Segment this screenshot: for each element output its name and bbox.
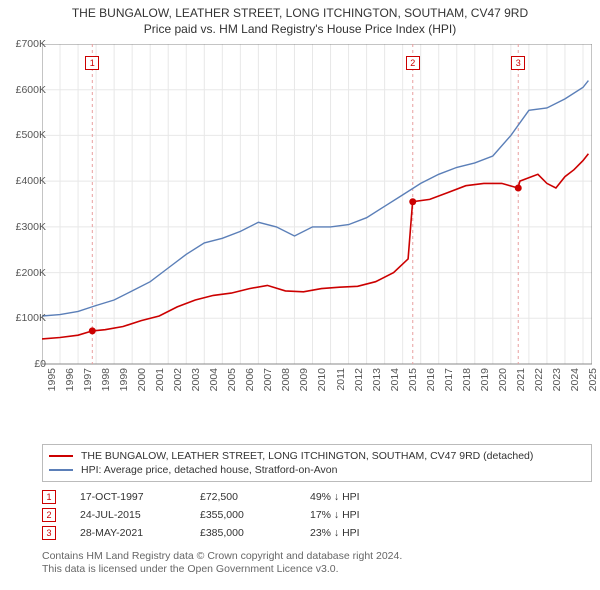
x-tick-label: 2006 [244,368,256,391]
y-tick-label: £700K [6,38,46,50]
x-tick-label: 2014 [389,368,401,391]
y-tick-label: £0 [6,358,46,370]
y-tick-label: £200K [6,267,46,279]
sales-price: £355,000 [200,509,310,521]
x-tick-label: 2015 [407,368,419,391]
sale-marker-box: 2 [406,56,420,70]
x-tick-label: 1996 [64,368,76,391]
x-tick-label: 2018 [461,368,473,391]
legend-label: HPI: Average price, detached house, Stra… [81,464,337,476]
x-tick-label: 2013 [371,368,383,391]
x-tick-label: 2021 [515,368,527,391]
sales-row: 3 28-MAY-2021£385,00023% ↓ HPI [42,524,592,542]
x-tick-label: 2011 [335,368,347,391]
footer: Contains HM Land Registry data © Crown c… [42,550,592,576]
legend-row: THE BUNGALOW, LEATHER STREET, LONG ITCHI… [49,449,585,463]
y-tick-label: £100K [6,312,46,324]
legend: THE BUNGALOW, LEATHER STREET, LONG ITCHI… [42,444,592,482]
y-tick-label: £600K [6,84,46,96]
x-tick-label: 2007 [262,368,274,391]
x-tick-label: 2008 [280,368,292,391]
x-tick-label: 2024 [569,368,581,391]
x-tick-label: 2003 [190,368,202,391]
x-tick-label: 2017 [443,368,455,391]
sales-row: 2 24-JUL-2015£355,00017% ↓ HPI [42,506,592,524]
legend-swatch [49,455,73,457]
x-tick-label: 1997 [82,368,94,391]
sales-marker-icon: 2 [42,508,56,522]
x-tick-label: 1998 [100,368,112,391]
x-tick-label: 2022 [533,368,545,391]
legend-row: HPI: Average price, detached house, Stra… [49,463,585,477]
x-tick-label: 2020 [497,368,509,391]
sales-date: 17-OCT-1997 [80,491,200,503]
sales-date: 28-MAY-2021 [80,527,200,539]
title-line2: Price paid vs. HM Land Registry's House … [10,22,590,36]
sales-row: 1 17-OCT-1997£72,50049% ↓ HPI [42,488,592,506]
x-tick-label: 2010 [316,368,328,391]
sales-price: £385,000 [200,527,310,539]
x-tick-label: 2019 [479,368,491,391]
x-tick-label: 2001 [154,368,166,391]
sales-diff: 17% ↓ HPI [310,509,410,521]
x-tick-label: 2000 [136,368,148,391]
title-block: THE BUNGALOW, LEATHER STREET, LONG ITCHI… [0,0,600,38]
x-tick-label: 1999 [118,368,130,391]
sale-marker-box: 3 [511,56,525,70]
chart-container: THE BUNGALOW, LEATHER STREET, LONG ITCHI… [0,0,600,590]
sales-table: 1 17-OCT-1997£72,50049% ↓ HPI 2 24-JUL-2015… [42,488,592,542]
sales-date: 24-JUL-2015 [80,509,200,521]
x-tick-label: 2004 [208,368,220,391]
sales-marker-icon: 1 [42,490,56,504]
x-tick-label: 2009 [298,368,310,391]
footer-line2: This data is licensed under the Open Gov… [42,563,592,576]
y-tick-label: £400K [6,175,46,187]
y-tick-label: £500K [6,129,46,141]
sales-diff: 49% ↓ HPI [310,491,410,503]
sales-marker-icon: 3 [42,526,56,540]
x-tick-label: 2012 [353,368,365,391]
x-tick-label: 2005 [226,368,238,391]
x-tick-label: 1995 [46,368,58,391]
chart-svg [42,44,592,404]
legend-swatch [49,469,73,471]
footer-line1: Contains HM Land Registry data © Crown c… [42,550,592,563]
sale-marker-box: 1 [85,56,99,70]
x-tick-label: 2023 [551,368,563,391]
y-tick-label: £300K [6,221,46,233]
sales-diff: 23% ↓ HPI [310,527,410,539]
x-tick-label: 2016 [425,368,437,391]
x-tick-label: 2002 [172,368,184,391]
chart-area [42,44,592,404]
title-line1: THE BUNGALOW, LEATHER STREET, LONG ITCHI… [10,6,590,20]
sales-price: £72,500 [200,491,310,503]
legend-label: THE BUNGALOW, LEATHER STREET, LONG ITCHI… [81,450,533,462]
x-tick-label: 2025 [587,368,599,391]
